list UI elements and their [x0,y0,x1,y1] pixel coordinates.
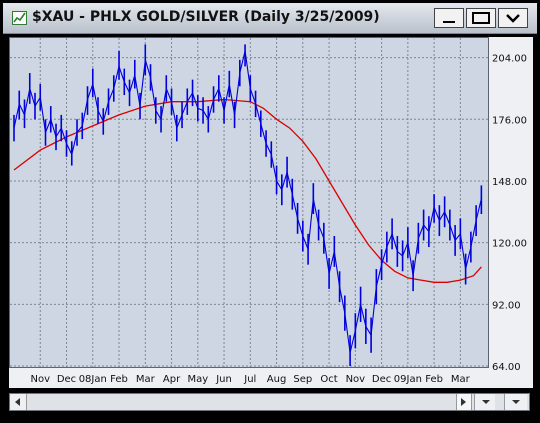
chart-icon [12,11,27,25]
x-tick-label: Nov [30,374,50,385]
x-tick-label: 09Jan [394,374,422,385]
title-bar[interactable]: $XAU - PHLX GOLD/SILVER (Daily 3/25/2009… [3,3,537,34]
window-menu-button[interactable] [498,8,528,28]
menu-chevron-icon [506,14,520,23]
grid-lines [10,38,488,367]
plot-area[interactable] [9,37,489,368]
x-tick-label: Jun [215,374,232,385]
y-tick-label: 204.00 [492,54,527,65]
price-line [13,50,482,353]
moving-average-layer [13,98,482,283]
y-tick-label: 92.00 [492,300,521,311]
arrow-left-icon [15,398,20,406]
y-tick-label: 120.00 [492,239,527,250]
x-tick-label: May [187,374,208,385]
y-axis-panel [489,37,533,368]
x-tick-label: Jul [243,374,256,385]
x-tick-label: Mar [451,374,471,385]
chevron-down-icon [482,400,490,404]
x-tick-label: Dec [372,374,391,385]
moving-average-line [13,98,482,283]
period-dropdown[interactable] [504,394,527,410]
maximize-icon [472,12,490,24]
x-tick-label: Dec [57,374,76,385]
x-tick-label: 08Jan [79,374,107,385]
horizontal-scrollbar[interactable] [9,393,530,411]
zoom-dropdown[interactable] [474,394,495,410]
y-tick-labels: 64.00 92.00 120.00 148.00 176.00 204.00 [492,54,527,373]
x-axis-panel [9,368,533,388]
x-tick-label: Feb [110,374,128,385]
y-tick-label: 64.00 [492,362,521,373]
chevron-down-icon [512,400,520,404]
window-title: $XAU - PHLX GOLD/SILVER (Daily 3/25/2009… [32,9,380,25]
x-tick-label: Oct [320,374,337,385]
x-tick-label: Mar [136,374,156,385]
x-tick-label: Feb [425,374,443,385]
x-tick-labels: Nov Dec 08Jan Feb Mar Apr May Jun Jul Aug Sep Oct No… [30,374,470,385]
y-tick-label: 148.00 [492,177,527,188]
price-bars-layer [13,44,483,366]
x-tick-label: Apr [163,374,181,385]
x-tick-label: Sep [293,374,312,385]
y-tick-label: 176.00 [492,115,527,126]
minimize-button[interactable] [434,8,464,28]
x-tick-label: Nov [346,374,366,385]
scroll-right-button[interactable] [456,394,472,410]
arrow-right-icon [461,398,466,406]
scroll-left-button[interactable] [10,394,27,410]
maximize-button[interactable] [466,8,496,28]
minimize-icon [443,21,455,23]
x-tick-label: Aug [267,374,287,385]
